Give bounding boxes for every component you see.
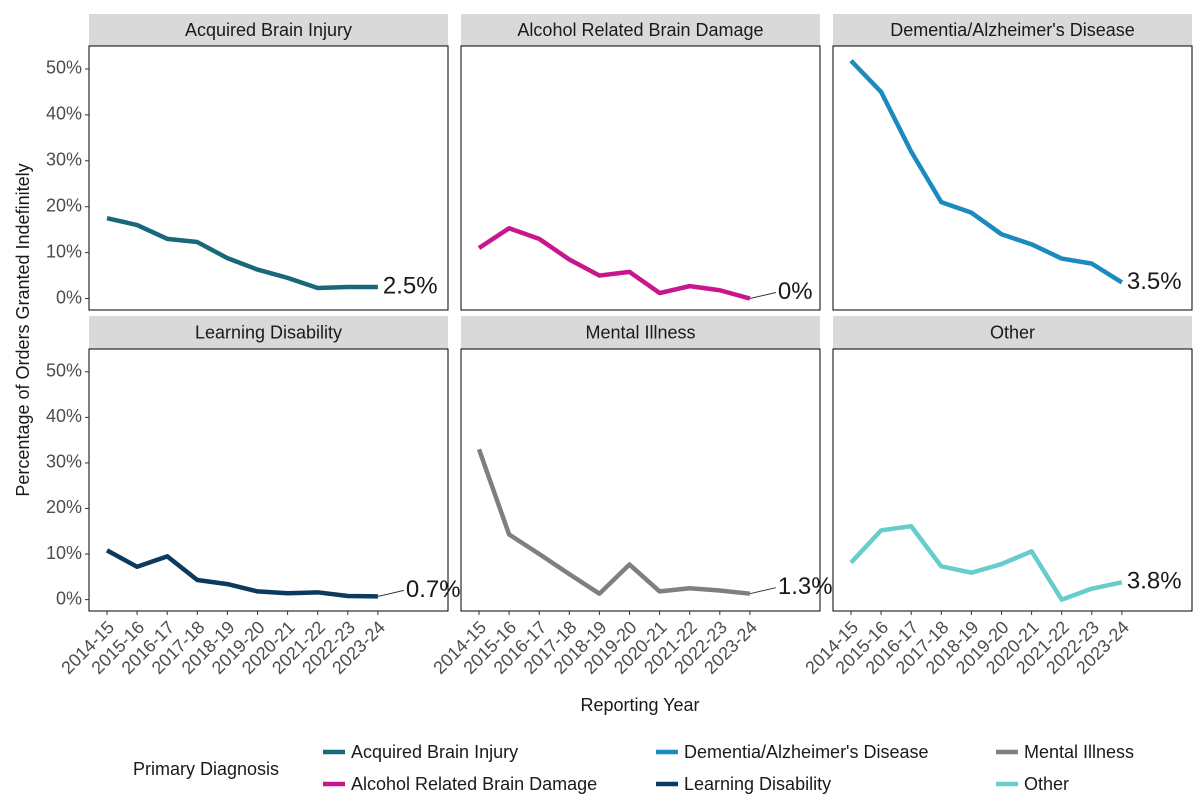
series-line	[477, 226, 751, 301]
y-tick-label: 20%	[46, 195, 82, 215]
y-tick-label: 40%	[46, 406, 82, 426]
facet-title: Other	[990, 322, 1035, 342]
panel-border	[460, 45, 821, 311]
legend-label: Learning Disability	[684, 774, 831, 794]
y-tick-label: 0%	[56, 287, 82, 307]
label-leader	[749, 587, 777, 595]
y-tick-label: 20%	[46, 497, 82, 517]
y-tick-label: 10%	[46, 543, 82, 563]
end-label: 0.7%	[406, 576, 461, 603]
facet-strip	[461, 316, 820, 349]
y-axis-title: Percentage of Orders Granted Indefinitel…	[13, 163, 33, 496]
x-axis-title: Reporting Year	[580, 695, 699, 715]
facet-title: Alcohol Related Brain Damage	[517, 20, 763, 40]
facet-strip	[833, 316, 1192, 349]
series-line	[106, 215, 378, 291]
y-tick-label: 0%	[56, 588, 82, 608]
panel-border	[832, 45, 1193, 311]
y-tick-label: 40%	[46, 104, 82, 124]
y-tick-label: 50%	[46, 361, 82, 381]
panel-border	[88, 348, 449, 612]
facet-strip	[461, 14, 820, 46]
panel-border	[88, 45, 449, 311]
facet-strip	[89, 316, 448, 349]
legend-label: Mental Illness	[1024, 742, 1134, 762]
label-leader	[749, 292, 777, 300]
end-label: 3.5%	[1127, 268, 1182, 295]
series-line	[849, 59, 1124, 285]
end-label: 2.5%	[383, 272, 438, 299]
legend-label: Other	[1024, 774, 1069, 794]
series-line	[105, 548, 378, 599]
facet-title: Acquired Brain Injury	[185, 20, 352, 40]
facet-strip	[833, 14, 1192, 46]
facet-title: Learning Disability	[195, 322, 342, 342]
legend-label: Acquired Brain Injury	[351, 742, 518, 762]
label-leader	[377, 589, 405, 597]
end-label: 0%	[778, 278, 813, 305]
end-label: 3.8%	[1127, 568, 1182, 595]
legend-label: Dementia/Alzheimer's Disease	[684, 742, 929, 762]
y-tick-label: 30%	[46, 452, 82, 472]
facet-title: Dementia/Alzheimer's Disease	[890, 20, 1135, 40]
facet-title: Mental Illness	[585, 322, 695, 342]
y-tick-label: 50%	[46, 58, 82, 78]
y-tick-label: 30%	[46, 150, 82, 170]
panel-border	[460, 348, 821, 612]
legend-label: Alcohol Related Brain Damage	[351, 774, 597, 794]
panel-border	[832, 348, 1193, 612]
facet-strip	[89, 14, 448, 46]
y-tick-label: 10%	[46, 241, 82, 261]
series-line	[476, 448, 751, 596]
series-line	[849, 523, 1123, 602]
end-label: 1.3%	[778, 573, 833, 600]
legend-title: Primary Diagnosis	[133, 759, 279, 779]
